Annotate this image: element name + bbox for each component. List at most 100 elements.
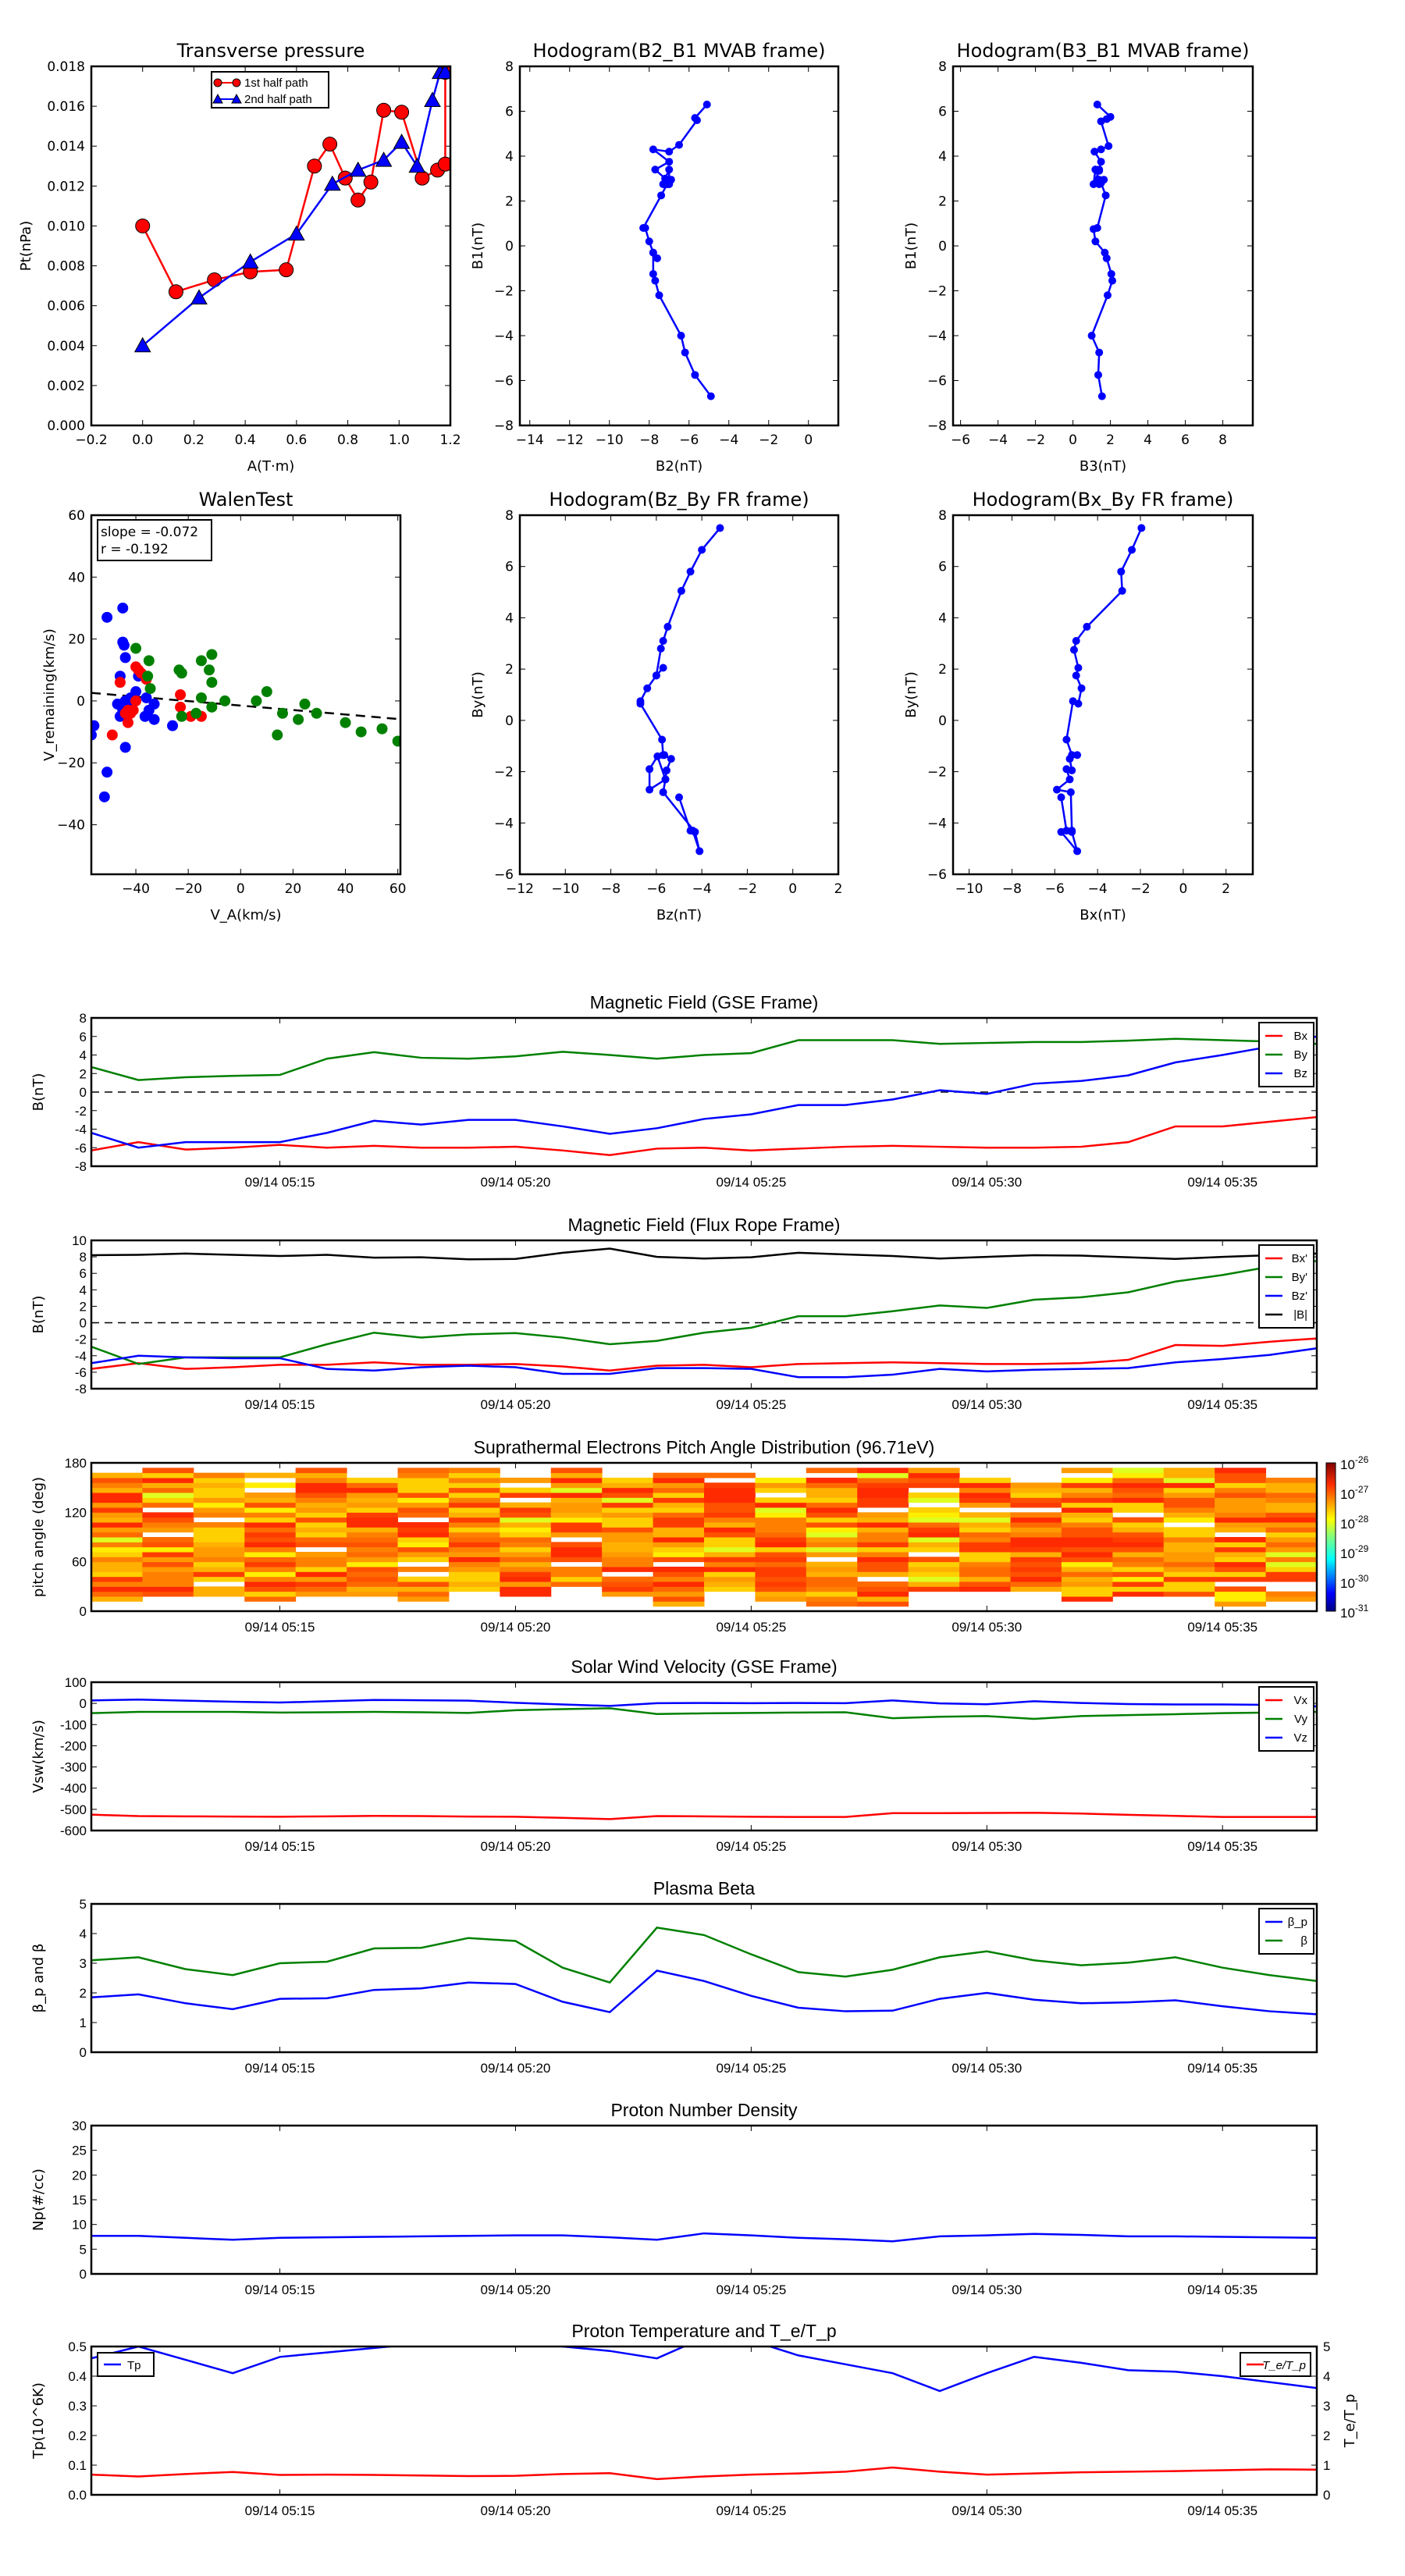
heatmap-cell [1215, 1517, 1267, 1523]
heatmap-cell [959, 1571, 1011, 1578]
y-tick-label: 4 [505, 610, 514, 626]
heatmap-cell [908, 1482, 960, 1489]
heatmap-cell [704, 1532, 756, 1538]
x-tick-label: 0 [1179, 881, 1187, 897]
marker-dot [636, 699, 645, 708]
x-tick-label: 09/14 05:15 [245, 1175, 315, 1190]
heatmap-cell [244, 1567, 297, 1572]
heatmap-cell [959, 1532, 1011, 1538]
marker-dot [681, 348, 689, 357]
marker-circle [437, 156, 450, 172]
colorbar-tick-label: 10-30 [1340, 1573, 1369, 1591]
heatmap-cell [91, 1546, 143, 1553]
heatmap-cell [1112, 1557, 1165, 1563]
scatter-point-green [206, 701, 218, 713]
heatmap-cell [448, 1517, 500, 1523]
heatmap-cell [193, 1542, 245, 1548]
heatmap-cell [653, 1576, 705, 1582]
heatmap-cell [653, 1557, 705, 1563]
marker-circle [414, 170, 430, 186]
colorbar-tick-label: 10-29 [1340, 1543, 1369, 1561]
x-tick-label: −10 [955, 881, 984, 897]
heatmap-cell [602, 1507, 654, 1513]
heatmap-cell [347, 1527, 398, 1533]
heatmap-cell [1163, 1502, 1215, 1508]
heatmap-cell [1215, 1552, 1267, 1557]
x-tick-label: 09/14 05:35 [1187, 1839, 1257, 1854]
heatmap-cell [1112, 1542, 1165, 1548]
heatmap-cell [295, 1522, 347, 1528]
x-tick-label: −6 [951, 432, 970, 448]
x-axis-label: Bx(nT) [1080, 907, 1126, 923]
heatmap-cell [91, 1542, 143, 1548]
y-tick-label: 0 [938, 713, 947, 729]
heatmap-cell [602, 1522, 654, 1528]
heatmap-cell [857, 1567, 909, 1572]
heatmap-cell [1010, 1546, 1062, 1553]
heatmap-cell [550, 1502, 603, 1508]
heatmap-cell [1061, 1552, 1113, 1557]
heatmap-cell [448, 1571, 500, 1578]
marker-dot [663, 180, 671, 188]
colorbar-tick-label: 10-31 [1340, 1603, 1369, 1621]
heatmap-cell [244, 1522, 297, 1528]
heatmap-cell [1215, 1487, 1267, 1493]
heatmap-cell [244, 1571, 297, 1578]
chart-title: Hodogram(Bz_By FR frame) [549, 489, 809, 511]
chart-title: Hodogram(B3_B1 MVAB frame) [957, 40, 1250, 62]
heatmap-cell [755, 1502, 807, 1508]
y-tick-label: 2 [938, 194, 947, 210]
plot-frame [951, 65, 1254, 427]
marker-dot [1094, 371, 1102, 379]
heatmap-cell [91, 1512, 143, 1518]
x-tick-label: 0.0 [132, 432, 153, 448]
chart-mag_fr: Magnetic Field (Flux Rope Frame) 09/14 05… [30, 1215, 1318, 1412]
y-tick-label: 6 [938, 560, 947, 575]
y-tick-label: 0.002 [47, 379, 85, 394]
heatmap-cell [295, 1493, 347, 1498]
heatmap-cell [448, 1493, 500, 1498]
heatmap-cell [295, 1576, 347, 1582]
y-tick-label: -6 [75, 1365, 87, 1380]
heatmap-cell [806, 1517, 858, 1523]
heatmap-cell [1163, 1517, 1215, 1523]
heatmap-cell [500, 1517, 552, 1523]
legend-label: β [1300, 1934, 1307, 1948]
heatmap-cell [448, 1507, 500, 1513]
plot-area [1053, 524, 1146, 856]
heatmap-cell [448, 1552, 500, 1557]
heatmap-cell [908, 1537, 960, 1542]
heatmap-cell [1215, 1522, 1267, 1528]
heatmap-cell [755, 1552, 807, 1557]
scatter-point-green [392, 735, 400, 747]
heatmap-cell [1010, 1586, 1062, 1592]
heatmap-cell [1163, 1546, 1215, 1553]
heatmap-cell [1061, 1596, 1113, 1602]
chart-title: Proton Number Density [610, 2100, 798, 2120]
heatmap-cell [806, 1497, 858, 1503]
heatmap-cell [397, 1493, 450, 1498]
heatmap-cell [1215, 1561, 1267, 1567]
heatmap-cell [500, 1567, 552, 1572]
x-tick-label: −8 [601, 881, 621, 897]
marker-dot [1077, 684, 1086, 692]
heatmap-cell [244, 1493, 297, 1498]
heatmap-cell [347, 1493, 398, 1498]
marker-dot [1090, 225, 1097, 233]
heatmap-cell [908, 1542, 960, 1548]
heatmap-cell [142, 1571, 194, 1578]
heatmap-cell [704, 1561, 756, 1567]
heatmap-cell [550, 1557, 603, 1563]
heatmap-cell [857, 1542, 909, 1548]
heatmap-cell [550, 1517, 603, 1523]
plot-area [1087, 100, 1116, 400]
scatter-point-green [143, 655, 155, 667]
y-tick-label: 6 [505, 105, 514, 120]
heatmap-cell [142, 1542, 194, 1548]
x-tick-label: −6 [646, 881, 666, 897]
legend-label: T_e/T_p [1262, 2359, 1306, 2372]
marker-dot [1091, 165, 1100, 174]
heatmap-cell [857, 1522, 909, 1528]
heatmap-cell [1265, 1591, 1318, 1597]
